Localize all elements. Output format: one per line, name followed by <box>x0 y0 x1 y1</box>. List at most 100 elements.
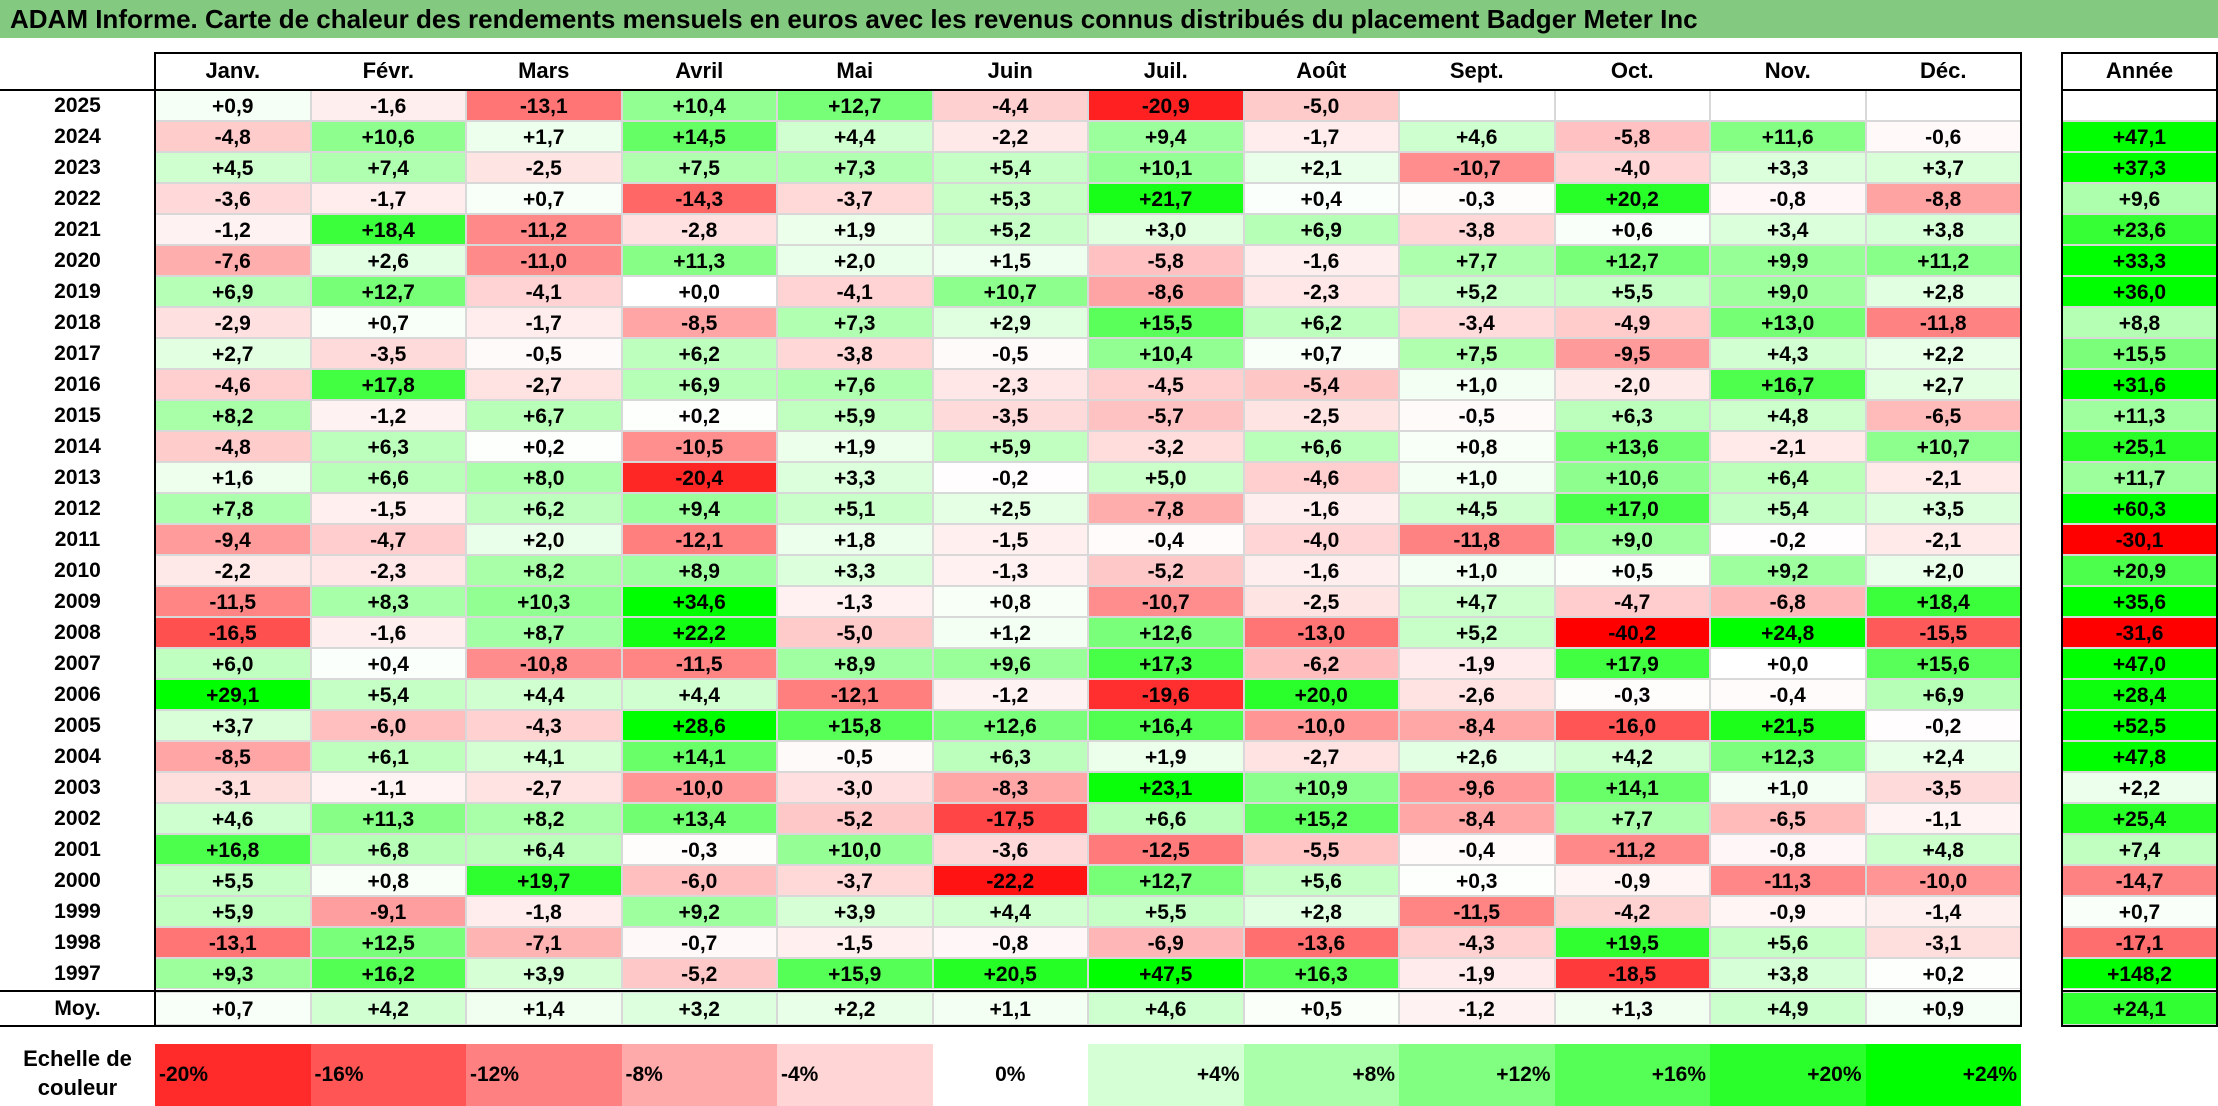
heatmap-cell <box>1865 90 2021 121</box>
average-cell: +3,2 <box>621 992 777 1025</box>
heatmap-cell: +0,2 <box>466 431 622 462</box>
heatmap-cell: -5,2 <box>1088 555 1244 586</box>
heatmap-cell: -0,4 <box>1710 679 1866 710</box>
heatmap-cell: +9,0 <box>1554 524 1710 555</box>
heatmap-cell: +21,7 <box>1088 183 1244 214</box>
heatmap-cell: +6,9 <box>1865 679 2021 710</box>
row-year-label: 2010 <box>0 555 155 586</box>
annual-cell <box>2062 90 2217 121</box>
heatmap-cell: +2,0 <box>1865 555 2021 586</box>
heatmap-cell: -2,1 <box>1710 431 1866 462</box>
heatmap-cell: +0,9 <box>155 90 311 121</box>
heatmap-cell: +16,4 <box>1088 710 1244 741</box>
annual-cell: +37,3 <box>2062 152 2217 183</box>
heatmap-cell: +5,9 <box>932 431 1088 462</box>
heatmap-cell: -5,2 <box>621 958 777 989</box>
heatmap-cell: -20,9 <box>1088 90 1244 121</box>
heatmap-cell: -3,8 <box>777 338 933 369</box>
heatmap-cell: -0,9 <box>1710 896 1866 927</box>
heatmap-cell: +9,4 <box>1088 121 1244 152</box>
heatmap-cell: -16,5 <box>155 617 311 648</box>
heatmap-cell: -6,2 <box>1243 648 1399 679</box>
heatmap-cell: +9,6 <box>932 648 1088 679</box>
heatmap-cell: +5,3 <box>932 183 1088 214</box>
heatmap-cell: +0,5 <box>1554 555 1710 586</box>
color-scale-step: -16% <box>310 1044 466 1106</box>
heatmap-cell: -13,6 <box>1243 927 1399 958</box>
heatmap-cell: -3,7 <box>777 183 933 214</box>
heatmap-cell: -1,9 <box>1399 648 1555 679</box>
heatmap-cell: -3,8 <box>1399 214 1555 245</box>
heatmap-cell: +5,5 <box>155 865 311 896</box>
heatmap-cell: -1,6 <box>1243 493 1399 524</box>
heatmap-cell: -1,3 <box>932 555 1088 586</box>
heatmap-cell: -16,0 <box>1554 710 1710 741</box>
row-year-label: 2024 <box>0 121 155 152</box>
heatmap-cell: +5,5 <box>1554 276 1710 307</box>
heatmap-cell: -3,7 <box>777 865 933 896</box>
header-bottom-border <box>0 89 2021 91</box>
heatmap-cell: +5,1 <box>777 493 933 524</box>
heatmap-cell: +8,3 <box>310 586 466 617</box>
table-top-border <box>155 52 2021 54</box>
row-year-label: 2018 <box>0 307 155 338</box>
month-header: Juil. <box>1088 52 1244 90</box>
heatmap-cell: +2,7 <box>1865 369 2021 400</box>
heatmap-cell: +4,5 <box>1399 493 1555 524</box>
heatmap-cell: +15,2 <box>1243 803 1399 834</box>
heatmap-cell: +28,6 <box>621 710 777 741</box>
heatmap-cell: +5,6 <box>1710 927 1866 958</box>
annual-cell: +11,3 <box>2062 400 2217 431</box>
heatmap-cell: +12,6 <box>1088 617 1244 648</box>
heatmap-cell: -2,0 <box>1554 369 1710 400</box>
heatmap-cell: -3,5 <box>932 400 1088 431</box>
color-scale-step: +16% <box>1554 1044 1710 1106</box>
annual-cell: +11,7 <box>2062 462 2217 493</box>
average-cell: +2,2 <box>777 992 933 1025</box>
heatmap-cell: -2,5 <box>466 152 622 183</box>
heatmap-cell: +18,4 <box>310 214 466 245</box>
heatmap-cell: +7,5 <box>621 152 777 183</box>
month-header: Déc. <box>1865 52 2021 90</box>
heatmap-cell: -12,5 <box>1088 834 1244 865</box>
heatmap-cell: +6,6 <box>1088 803 1244 834</box>
heatmap-cell: +8,9 <box>621 555 777 586</box>
annual-cell: +52,5 <box>2062 710 2217 741</box>
heatmap-cell <box>1554 90 1710 121</box>
heatmap-cell: +17,3 <box>1088 648 1244 679</box>
row-year-label: 1998 <box>0 927 155 958</box>
heatmap-cell: -4,1 <box>777 276 933 307</box>
heatmap-cell: +4,1 <box>466 741 622 772</box>
heatmap-cell: -1,8 <box>466 896 622 927</box>
heatmap-cell: -5,0 <box>1243 90 1399 121</box>
heatmap-cell: -8,6 <box>1088 276 1244 307</box>
heatmap-cell: +1,0 <box>1399 369 1555 400</box>
heatmap-cell: +0,8 <box>310 865 466 896</box>
heatmap-cell: +7,5 <box>1399 338 1555 369</box>
year-total-header: Année <box>2062 52 2217 90</box>
color-scale-step: 0% <box>932 1044 1088 1106</box>
heatmap-cell: -0,2 <box>1710 524 1866 555</box>
heatmap-cell: -2,5 <box>1243 400 1399 431</box>
heatmap-cell: +17,0 <box>1554 493 1710 524</box>
heatmap-cell: +1,5 <box>932 245 1088 276</box>
heatmap-cell: -0,9 <box>1554 865 1710 896</box>
heatmap-cell: -4,4 <box>932 90 1088 121</box>
annual-cell: +23,6 <box>2062 214 2217 245</box>
heatmap-cell: -8,8 <box>1865 183 2021 214</box>
year-col-average-border <box>2062 990 2217 992</box>
row-year-label: 2007 <box>0 648 155 679</box>
row-year-label: 2019 <box>0 276 155 307</box>
heatmap-cell: -2,2 <box>155 555 311 586</box>
heatmap-cell: +1,9 <box>1088 741 1244 772</box>
heatmap-cell: -4,9 <box>1554 307 1710 338</box>
heatmap-cell: -40,2 <box>1554 617 1710 648</box>
heatmap-cell: +34,6 <box>621 586 777 617</box>
heatmap-cell: +3,8 <box>1865 214 2021 245</box>
heatmap-cell: -5,8 <box>1554 121 1710 152</box>
heatmap-cell: +11,3 <box>621 245 777 276</box>
heatmap-cell: +24,8 <box>1710 617 1866 648</box>
heatmap-cell: -13,0 <box>1243 617 1399 648</box>
color-scale-step: +24% <box>1865 1044 2021 1106</box>
row-year-label: 1997 <box>0 958 155 989</box>
